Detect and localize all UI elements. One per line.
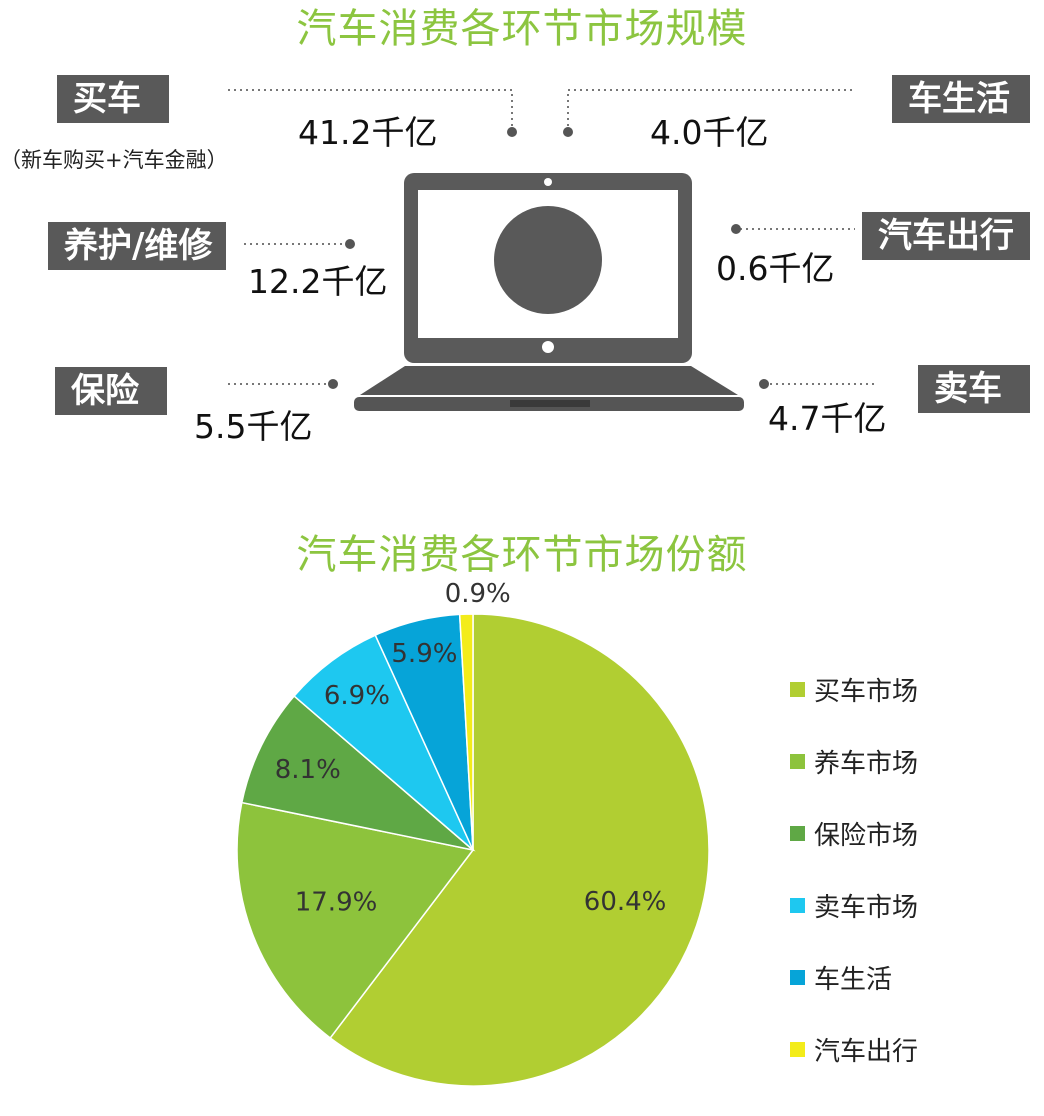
- legend-item-2: 保险市场: [790, 816, 919, 851]
- pie-data-label-0: 60.4%: [584, 887, 667, 917]
- legend-label-4: 车生活: [814, 964, 893, 995]
- legend-swatch-3: [790, 897, 805, 913]
- legend-swatch-1: [790, 753, 805, 769]
- legend-swatch-0: [790, 681, 805, 697]
- leader-dot-ins: [328, 379, 338, 389]
- scale-title: 汽车消费各环节市场规模: [296, 6, 748, 52]
- pie-data-label-4: 5.9%: [391, 639, 457, 669]
- legend-label-1: 养车市场: [814, 748, 919, 779]
- legend-label-5: 汽车出行: [814, 1036, 919, 1067]
- legend-label-0: 买车市场: [814, 676, 919, 707]
- pie-slice-4: [374, 613, 474, 851]
- pie-data-label-5: 0.9%: [445, 579, 511, 609]
- leader-dot-sell: [759, 379, 769, 389]
- legend-item-1: 养车市场: [790, 744, 919, 779]
- pie-data-label-1: 17.9%: [295, 887, 378, 917]
- value-travel: 0.6千亿: [716, 249, 835, 288]
- tag-maint: 养护/维修: [48, 222, 226, 270]
- legend-item-4: 车生活: [790, 960, 893, 995]
- share-title: 汽车消费各环节市场份额: [296, 532, 748, 578]
- value-sell: 4.7千亿: [768, 399, 887, 438]
- legend-swatch-2: [790, 825, 805, 841]
- tag-buy: 买车: [57, 75, 169, 123]
- pie-slice-2: [240, 694, 476, 852]
- leader-dot-travel: [731, 224, 741, 234]
- legend-item-5: 汽车出行: [790, 1032, 919, 1067]
- legend-item-3: 卖车市场: [790, 888, 919, 923]
- pie-slice-0: [329, 613, 710, 1087]
- legend-label-3: 卖车市场: [814, 892, 919, 923]
- pie-slice-1: [236, 801, 475, 1039]
- tag-travel: 汽车出行: [862, 212, 1030, 260]
- leader-dot-buy: [507, 127, 517, 137]
- value-ins: 5.5千亿: [194, 407, 313, 446]
- legend-label-2: 保险市场: [814, 820, 919, 851]
- leader-lines: [228, 89, 875, 389]
- legend-item-0: 买车市场: [790, 672, 919, 707]
- leader-line-buy: [228, 89, 513, 130]
- pie-data-label-2: 8.1%: [275, 755, 341, 785]
- value-life: 4.0千亿: [650, 113, 769, 152]
- tag-life: 车生活: [892, 75, 1030, 123]
- leader-dot-life: [563, 127, 573, 137]
- pie-slice-3: [293, 634, 474, 851]
- tag-ins: 保险: [55, 367, 167, 415]
- note-buy: （新车购买+汽车金融）: [0, 148, 228, 172]
- tag-sell: 卖车: [918, 365, 1030, 413]
- value-maint: 12.2千亿: [248, 262, 388, 301]
- pie-slice-5: [458, 613, 474, 851]
- legend-swatch-5: [790, 1041, 805, 1057]
- legend-swatch-4: [790, 969, 805, 985]
- pie-data-label-3: 6.9%: [324, 681, 390, 711]
- value-buy: 41.2千亿: [298, 113, 438, 152]
- leader-dot-maint: [345, 239, 355, 249]
- leader-line-life: [567, 89, 852, 130]
- laptop-icon: [354, 173, 744, 411]
